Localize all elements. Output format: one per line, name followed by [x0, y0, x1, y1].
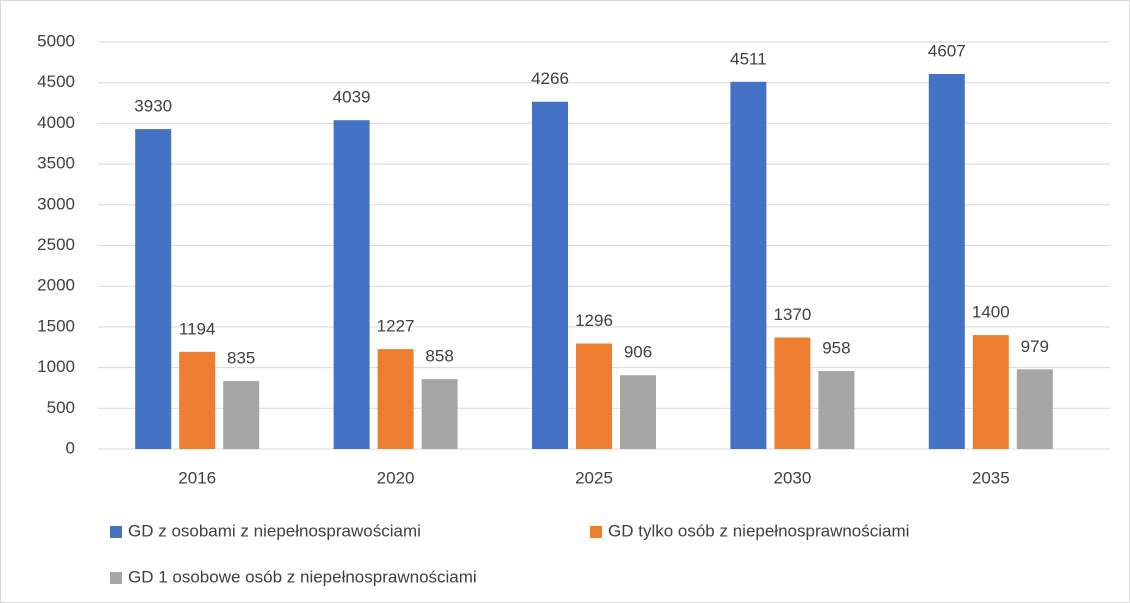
bar	[223, 381, 260, 449]
x-tick-label: 2030	[773, 468, 811, 487]
y-tick-label: 500	[47, 398, 75, 417]
legend-marker	[110, 572, 122, 584]
data-label: 4039	[333, 88, 371, 107]
data-label: 4607	[928, 41, 966, 60]
bar	[928, 73, 965, 449]
y-tick-label: 3500	[37, 154, 75, 173]
bar	[730, 81, 767, 450]
data-label: 1296	[575, 311, 613, 330]
y-tick-label: 4000	[37, 113, 75, 132]
data-label: 835	[227, 349, 255, 368]
x-tick-label: 2035	[972, 468, 1010, 487]
data-label: 1370	[773, 305, 811, 324]
legend-label: GD z osobami z niepełnosprawościami	[128, 521, 421, 540]
legend-label: GD tylko osób z niepełnosprawnościami	[608, 521, 909, 540]
bar	[972, 335, 1009, 449]
bar	[421, 379, 458, 449]
bar	[576, 343, 612, 449]
bar	[377, 349, 414, 449]
y-tick-label: 2500	[37, 235, 75, 254]
bar	[333, 120, 370, 449]
data-label: 958	[822, 339, 850, 358]
bar	[1016, 369, 1053, 449]
data-label: 858	[425, 347, 453, 366]
y-tick-label: 1000	[37, 357, 75, 376]
bar	[620, 375, 656, 449]
x-tick-label: 2020	[377, 468, 415, 487]
bar	[818, 371, 855, 449]
y-tick-label: 2000	[37, 276, 75, 295]
x-tick-label: 2016	[178, 468, 216, 487]
y-tick-label: 0	[66, 438, 75, 457]
legend-marker	[110, 526, 122, 538]
legend-label: GD 1 osobowe osób z niepełnosprawnościam…	[128, 567, 477, 586]
data-label: 3930	[134, 97, 172, 116]
bar	[532, 101, 568, 450]
x-tick-label: 2025	[575, 468, 613, 487]
data-label: 4511	[730, 49, 767, 68]
data-label: 4266	[531, 69, 569, 88]
data-label: 1400	[972, 303, 1010, 322]
bar	[774, 337, 811, 449]
y-tick-label: 3000	[37, 194, 75, 213]
data-label: 1194	[179, 319, 216, 338]
bar	[179, 351, 216, 449]
data-label: 979	[1021, 337, 1049, 356]
y-tick-label: 4500	[37, 72, 75, 91]
legend-marker	[590, 526, 602, 538]
y-tick-label: 5000	[37, 31, 75, 50]
y-tick-label: 1500	[37, 316, 75, 335]
bar	[135, 129, 172, 449]
data-label: 906	[624, 343, 652, 362]
data-label: 1227	[377, 317, 415, 336]
